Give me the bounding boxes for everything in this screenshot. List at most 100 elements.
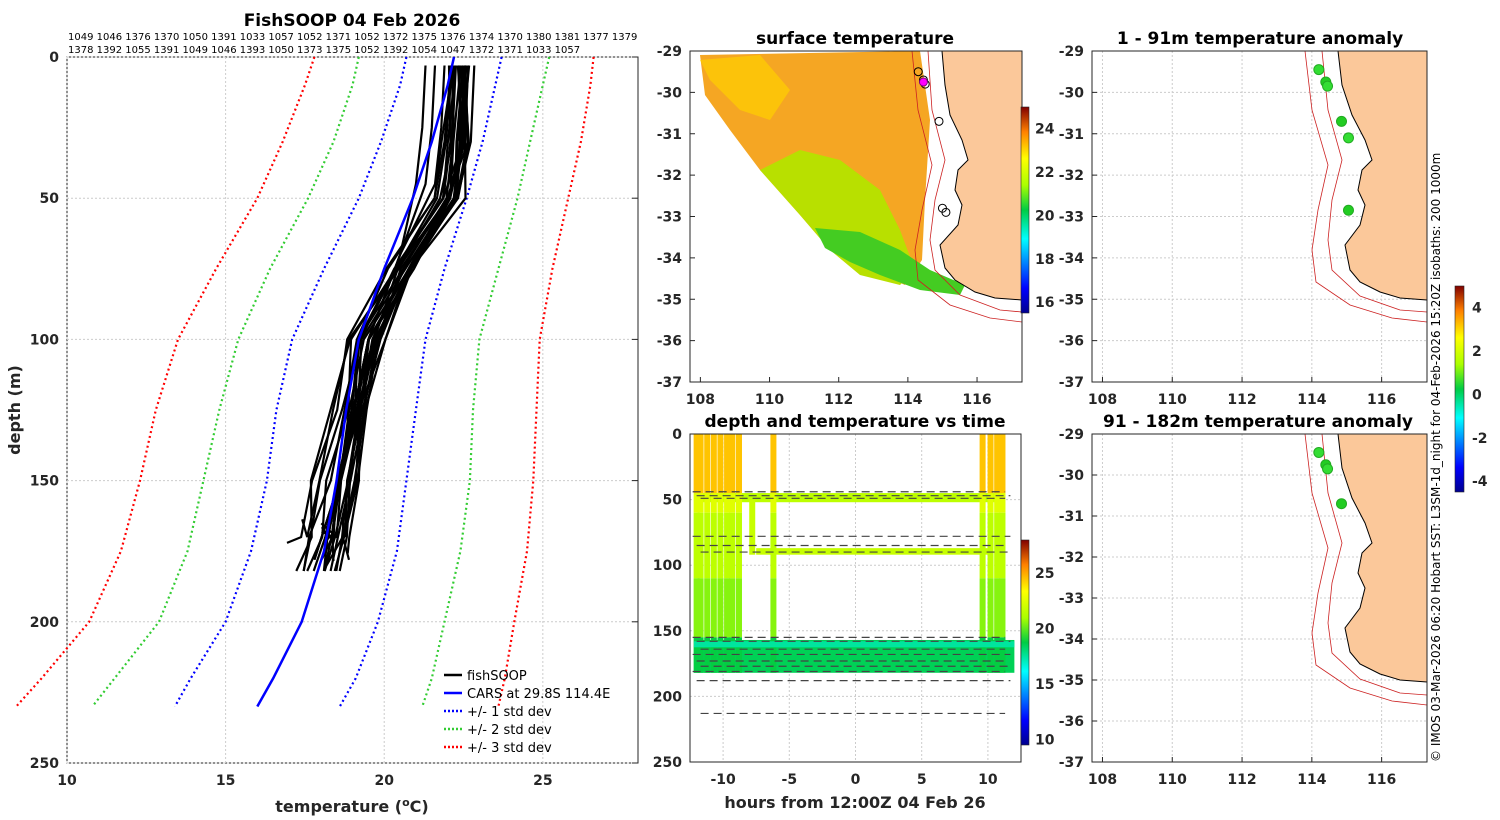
- fishsoop-profile: [313, 65, 446, 561]
- fishsoop-profile: [320, 65, 462, 540]
- map-y-tick: -31: [657, 127, 682, 143]
- ts-cast-segment: [717, 637, 724, 673]
- anomaly-colorbar-tick: -2: [1472, 431, 1488, 447]
- ts-cast-segment: [724, 637, 731, 673]
- anomaly-deep-points: [1313, 446, 1348, 510]
- sst-sample-point: [941, 207, 951, 217]
- timeseries-colorbar: [1020, 539, 1030, 746]
- anomaly-point: [1313, 446, 1325, 458]
- sst-sample-point: [934, 116, 944, 126]
- map-y-tick: -36: [1059, 714, 1084, 730]
- ts-cast-segment: [717, 434, 724, 494]
- profile-ids-row2: 1378 1392 1055 1391 1049 1046 1393 1050 …: [68, 45, 580, 56]
- map-y-tick: -34: [1059, 632, 1085, 648]
- map-x-tick: 110: [755, 392, 784, 408]
- anomaly-point: [1342, 132, 1354, 144]
- ts-cast-segment: [979, 512, 986, 579]
- ts-x-tick: 5: [917, 772, 927, 788]
- map-y-tick: -29: [1059, 44, 1084, 60]
- sst-colorbar-ticks: 16 18 20 22 24: [1035, 122, 1055, 311]
- ts-cast-segment: [770, 434, 777, 494]
- anomaly-deep-land: [1337, 434, 1427, 683]
- anomaly-point: [1322, 80, 1334, 92]
- ts-cast-segment: [770, 493, 777, 513]
- map-y-tick: -37: [1059, 755, 1084, 771]
- ts-cast-segment: [697, 578, 704, 638]
- ts-cast-segment: [704, 512, 711, 579]
- map-y-tick: -32: [657, 168, 682, 184]
- profile-std-curve: [497, 56, 595, 707]
- sst-sample-point: [913, 67, 923, 77]
- ts-cast-segment: [987, 493, 994, 513]
- ts-cast-segment: [710, 578, 717, 638]
- anomaly-shallow-isobath-200: [1321, 51, 1427, 313]
- profile-y-tick: 0: [49, 50, 59, 66]
- anomaly-point: [1313, 64, 1325, 76]
- ts-cast-segment: [704, 578, 711, 638]
- ts-cast-segment: [999, 493, 1006, 513]
- ts-cast-segment: [979, 578, 986, 638]
- sst-field-green: [815, 228, 965, 295]
- profile-series: [15, 56, 595, 708]
- anomaly-colorbar-tick: 0: [1472, 387, 1482, 403]
- ts-x-tick: 0: [851, 772, 861, 788]
- map-y-tick: -37: [657, 375, 682, 391]
- legend-entry: +/- 2 std dev: [467, 723, 552, 738]
- timeseries-colorbar-ticks: 10 15 20 25: [1035, 566, 1055, 748]
- anomaly-shallow-map: [1304, 51, 1427, 323]
- sst-highlight-point: [918, 77, 928, 87]
- anomaly-shallow-title: 1 - 91m temperature anomaly: [1117, 29, 1403, 49]
- profile-std-curve: [15, 56, 316, 708]
- ts-cast-segment: [729, 578, 736, 638]
- map-x-tick: 114: [893, 392, 922, 408]
- map-x-tick: 108: [1088, 772, 1117, 788]
- ts-cast-segment: [994, 434, 1001, 494]
- anomaly-shallow-points: [1313, 64, 1354, 216]
- cars-profile: [256, 56, 456, 708]
- map-y-tick: -36: [657, 334, 682, 350]
- timeseries-title: depth and temperature vs time: [705, 412, 1006, 432]
- fishsoop-profile: [295, 65, 454, 572]
- sst-map-content: [700, 51, 1022, 323]
- map-y-tick: -30: [657, 85, 683, 101]
- anomaly-shallow-ticks: 108 110 112 114 116 -29 -30 -31 -32 -33 -34 -35 -36 -…: [1059, 44, 1397, 408]
- map-x-tick: 114: [1297, 772, 1326, 788]
- map-y-tick: -35: [1059, 673, 1084, 689]
- ts-cast-segment: [979, 637, 986, 673]
- ts-50m-band: [693, 493, 1004, 503]
- ts-cast-segment: [735, 637, 742, 673]
- ts-cast-segment: [729, 637, 736, 673]
- map-y-tick: -32: [1059, 550, 1084, 566]
- anomaly-point: [1342, 204, 1354, 216]
- map-x-tick: 112: [1227, 392, 1256, 408]
- profile-ylabel: depth (m): [5, 365, 24, 455]
- ts-cast-segment: [999, 434, 1006, 494]
- profile-ids-row1: 1049 1046 1376 1370 1050 1391 1033 1057 …: [68, 32, 637, 43]
- sst-panel: surface temperature 108 110 112 114 116 -29 -3…: [657, 29, 1055, 408]
- ts-cast-segment: [735, 434, 742, 494]
- anomaly-deep-map: [1304, 434, 1427, 706]
- ts-cast-segment: [729, 493, 736, 513]
- ts-cast-segment: [693, 493, 700, 513]
- ts-cast-segment: [994, 493, 1001, 513]
- ts-colorbar-tick: 15: [1035, 677, 1054, 693]
- ts-cast-segment: [987, 434, 994, 494]
- ts-cast-segment: [710, 637, 717, 673]
- anomaly-colorbar-tick: -4: [1472, 474, 1488, 490]
- ts-cast-segment: [710, 493, 717, 513]
- fishsoop-profile: [346, 65, 476, 554]
- map-x-tick: 110: [1158, 392, 1187, 408]
- map-y-tick: -35: [657, 292, 682, 308]
- fishsoop-profile: [286, 65, 455, 544]
- profile-y-tick: 200: [30, 615, 59, 631]
- map-y-tick: -33: [1059, 591, 1084, 607]
- anomaly-colorbar-tick: 2: [1472, 344, 1482, 360]
- anomaly-colorbar-ticks: 4 2 0 -2 -4: [1472, 301, 1488, 490]
- profile-x-tick: 15: [216, 773, 235, 789]
- map-x-tick: 116: [1367, 392, 1396, 408]
- anomaly-shallow-land: [1337, 51, 1427, 301]
- ts-cast-segment: [717, 512, 724, 579]
- anomaly-deep-isobath-200: [1321, 434, 1427, 696]
